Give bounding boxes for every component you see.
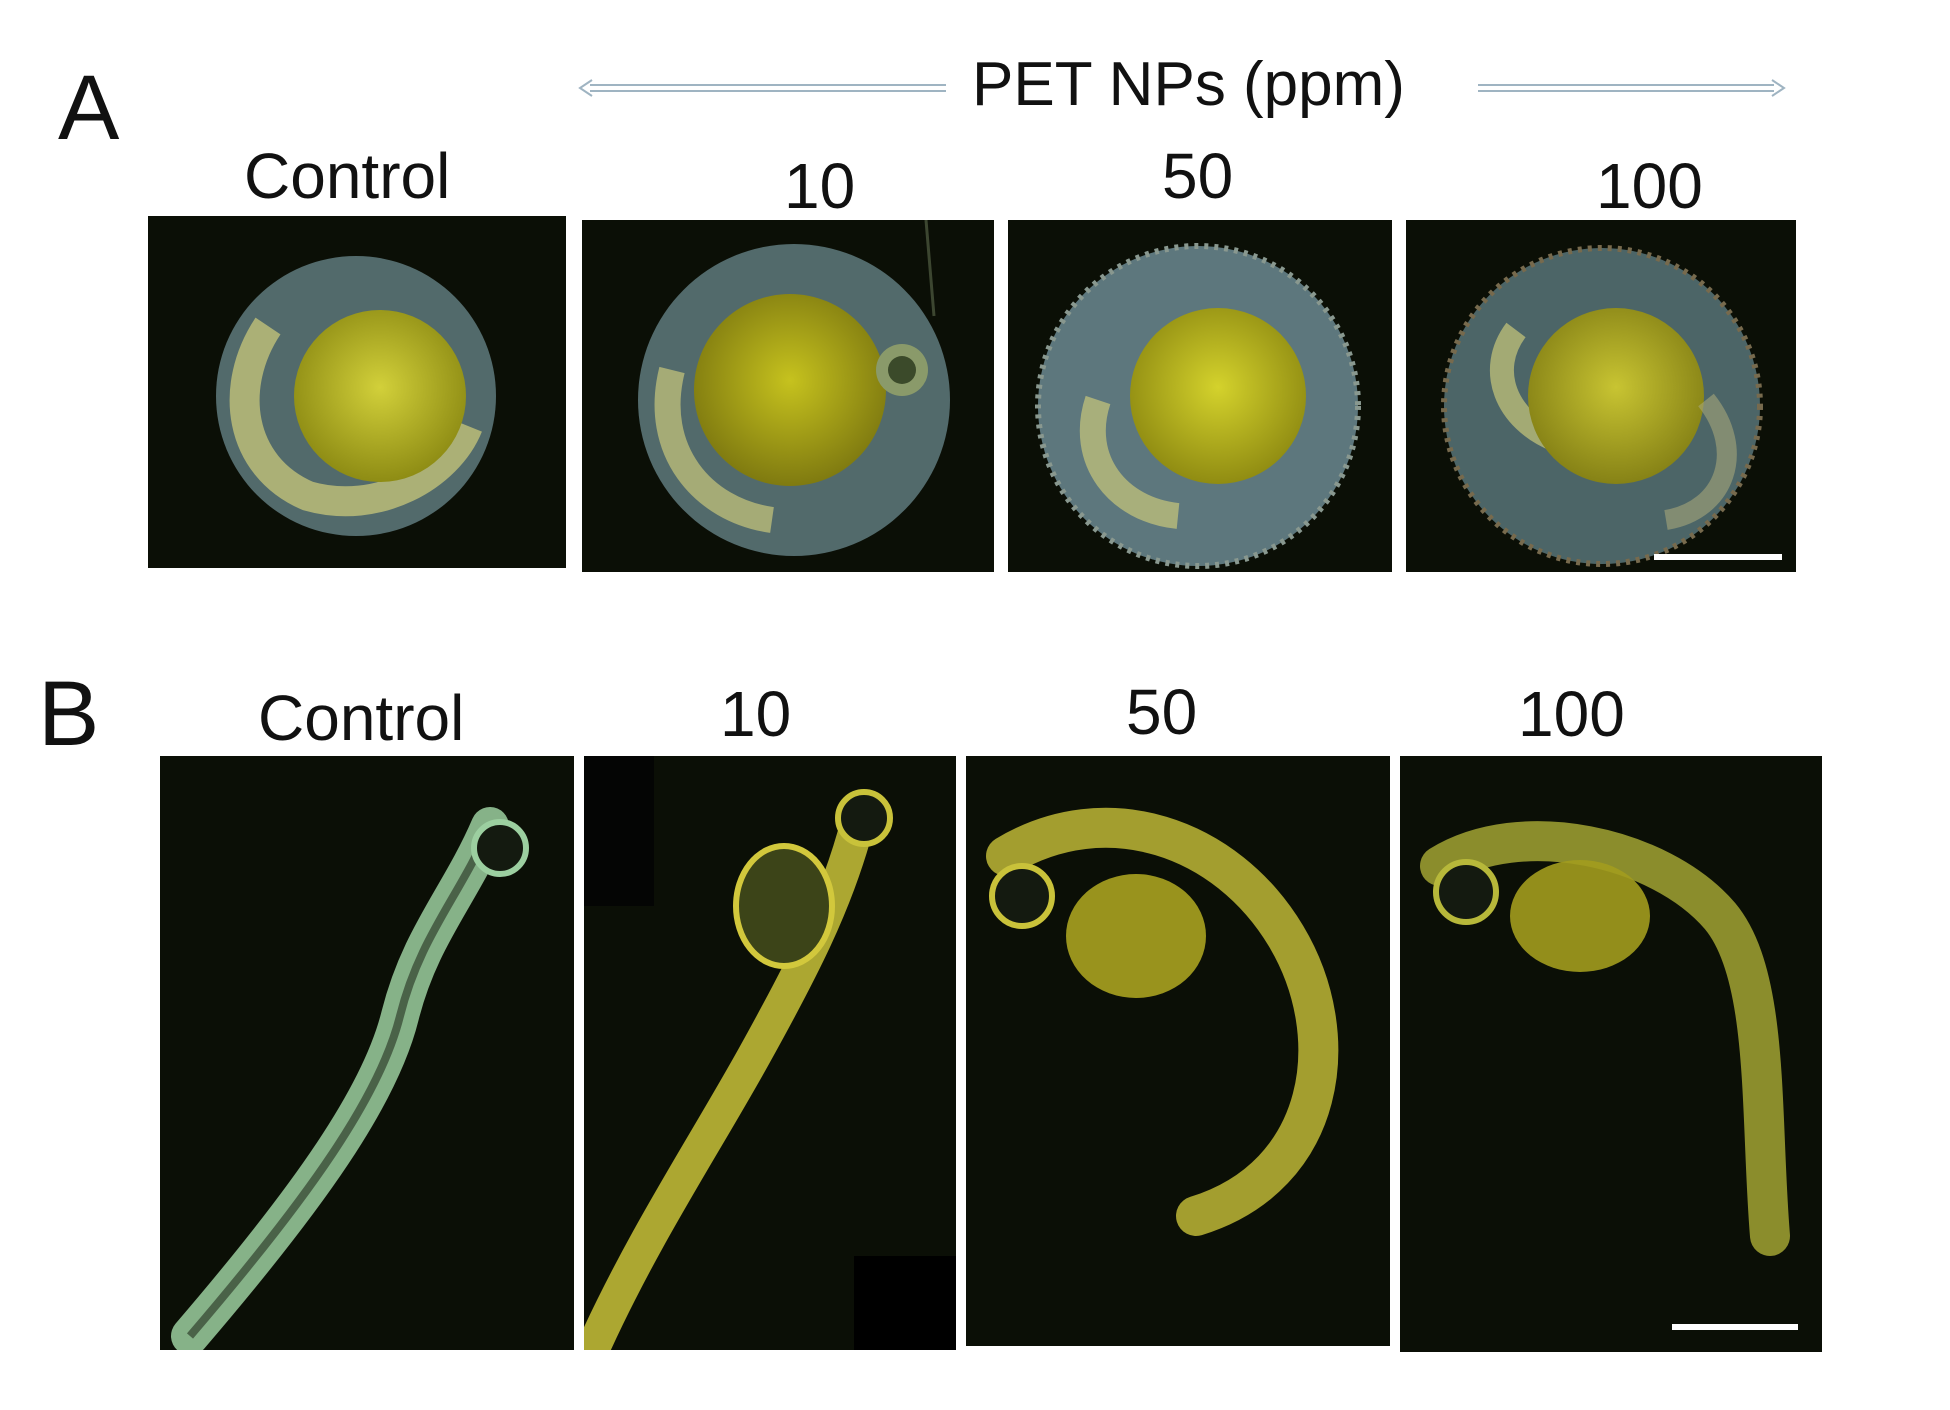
panel-a-label-10: 10 xyxy=(784,150,856,222)
left-arrow-icon xyxy=(578,79,946,97)
panel-b-larva-100-image xyxy=(1400,756,1822,1352)
panel-a-label-100: 100 xyxy=(1596,150,1703,222)
panel-a-embryo-50-image xyxy=(1008,220,1392,572)
right-arrow-icon xyxy=(1478,79,1786,97)
panel-b-larva-control-image xyxy=(160,756,574,1350)
panel-b-label-100: 100 xyxy=(1518,678,1625,750)
panel-b-scale-bar xyxy=(1672,1324,1798,1330)
panel-b-label-10: 10 xyxy=(720,678,792,750)
panel-b-letter: B xyxy=(38,663,100,765)
panel-b-label-50: 50 xyxy=(1126,676,1198,748)
panel-a-scale-bar xyxy=(1654,554,1782,560)
panel-b-label-control: Control xyxy=(258,682,465,754)
panel-a-letter: A xyxy=(58,57,120,159)
panel-a-embryo-10-image xyxy=(582,220,994,572)
panel-b-larva-10-image xyxy=(584,756,956,1350)
panel-a-label-50: 50 xyxy=(1162,140,1234,212)
panel-a-embryo-100-image xyxy=(1406,220,1796,572)
panel-b-larva-50-image xyxy=(966,756,1390,1346)
x-axis-header: PET NPs (ppm) xyxy=(972,50,1405,119)
panel-a-label-control: Control xyxy=(244,140,451,212)
panel-a-embryo-control-image xyxy=(148,216,566,568)
